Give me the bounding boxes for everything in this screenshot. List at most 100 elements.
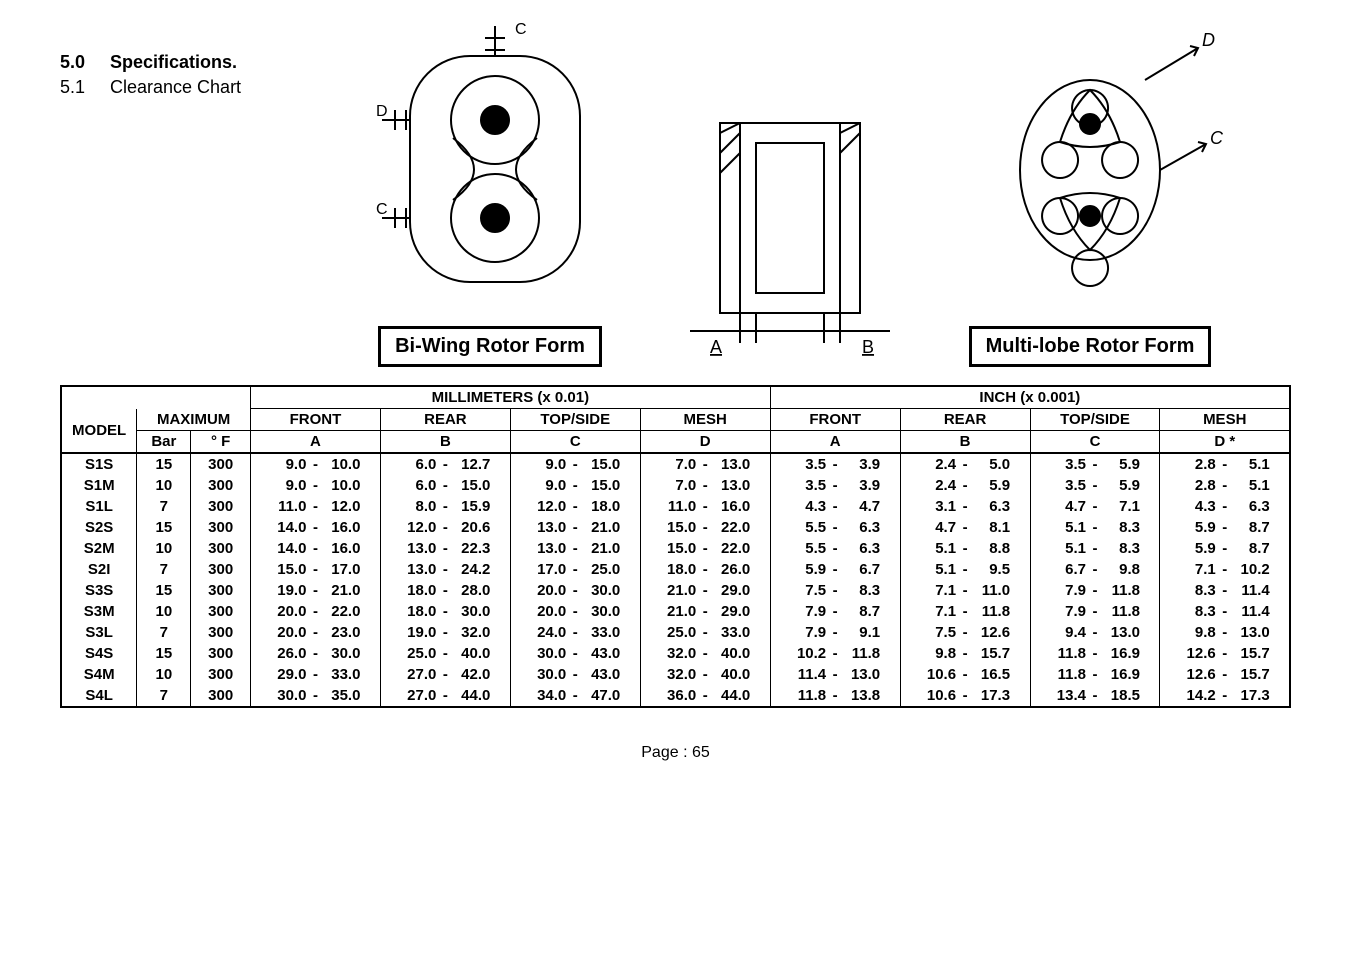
range-cell: 7.1-11.8: [900, 601, 1030, 622]
bar-cell: 15: [137, 517, 191, 538]
range-cell: 5.5-6.3: [770, 517, 900, 538]
header-in-front: FRONT: [770, 409, 900, 431]
range-cell: 9.0-15.0: [510, 475, 640, 496]
bar-cell: 10: [137, 601, 191, 622]
label-C-ml: C: [1210, 128, 1224, 148]
clearance-table-wrap: MILLIMETERS (x 0.01) INCH (x 0.001) MODE…: [60, 385, 1291, 708]
header-in-C: C: [1030, 431, 1160, 454]
range-cell: 2.8-5.1: [1160, 453, 1290, 475]
section-number-5.0: 5.0: [60, 52, 85, 72]
range-cell: 19.0-32.0: [380, 622, 510, 643]
header-mm: MILLIMETERS (x 0.01): [250, 386, 770, 409]
section-title-specifications: Specifications.: [110, 52, 237, 72]
range-cell: 7.9-11.8: [1030, 580, 1160, 601]
range-cell: 13.0-21.0: [510, 517, 640, 538]
range-cell: 7.1-10.2: [1160, 559, 1290, 580]
range-cell: 21.0-29.0: [640, 601, 770, 622]
range-cell: 34.0-47.0: [510, 685, 640, 707]
range-cell: 12.6-15.7: [1160, 664, 1290, 685]
range-cell: 9.0-10.0: [250, 453, 380, 475]
header-mm-D: D: [640, 431, 770, 454]
range-cell: 7.9-11.8: [1030, 601, 1160, 622]
degf-cell: 300: [191, 475, 251, 496]
model-cell: S3M: [61, 601, 137, 622]
range-cell: 12.0-18.0: [510, 496, 640, 517]
range-cell: 13.0-21.0: [510, 538, 640, 559]
model-cell: S4S: [61, 643, 137, 664]
range-cell: 10.6-16.5: [900, 664, 1030, 685]
label-C-2: C: [376, 201, 388, 218]
bar-cell: 15: [137, 453, 191, 475]
range-cell: 20.0-30.0: [510, 601, 640, 622]
range-cell: 12.0-20.6: [380, 517, 510, 538]
range-cell: 8.3-11.4: [1160, 580, 1290, 601]
range-cell: 3.5-3.9: [770, 475, 900, 496]
range-cell: 30.0-43.0: [510, 664, 640, 685]
range-cell: 5.9-8.7: [1160, 517, 1290, 538]
label-C: C: [515, 21, 527, 38]
table-row: S4L730030.0-35.027.0-44.034.0-47.036.0-4…: [61, 685, 1290, 707]
page: 5.0 Specifications. 5.1 Clearance Chart: [0, 0, 1351, 954]
range-cell: 13.0-24.2: [380, 559, 510, 580]
range-cell: 25.0-33.0: [640, 622, 770, 643]
range-cell: 3.5-5.9: [1030, 475, 1160, 496]
header-model: MODEL: [61, 409, 137, 454]
range-cell: 8.3-11.4: [1160, 601, 1290, 622]
bar-cell: 10: [137, 475, 191, 496]
header-inch: INCH (x 0.001): [770, 386, 1290, 409]
table-row: S2S1530014.0-16.012.0-20.613.0-21.015.0-…: [61, 517, 1290, 538]
bar-cell: 7: [137, 622, 191, 643]
range-cell: 11.8-13.8: [770, 685, 900, 707]
range-cell: 27.0-42.0: [380, 664, 510, 685]
range-cell: 30.0-35.0: [250, 685, 380, 707]
model-cell: S3L: [61, 622, 137, 643]
header-mm-B: B: [380, 431, 510, 454]
range-cell: 9.4-13.0: [1030, 622, 1160, 643]
range-cell: 6.0-15.0: [380, 475, 510, 496]
model-cell: S2M: [61, 538, 137, 559]
multi-lobe-diagram: D C Multi-lobe Rotor Form: [940, 20, 1240, 367]
table-row: S1M103009.0-10.06.0-15.09.0-15.07.0-13.0…: [61, 475, 1290, 496]
range-cell: 20.0-30.0: [510, 580, 640, 601]
model-cell: S4L: [61, 685, 137, 707]
header-in-B: B: [900, 431, 1030, 454]
bar-cell: 7: [137, 496, 191, 517]
section-title-clearance-chart: Clearance Chart: [110, 75, 241, 100]
range-cell: 29.0-33.0: [250, 664, 380, 685]
table-row: S4M1030029.0-33.027.0-42.030.0-43.032.0-…: [61, 664, 1290, 685]
bar-cell: 7: [137, 685, 191, 707]
range-cell: 9.0-10.0: [250, 475, 380, 496]
range-cell: 13.4-18.5: [1030, 685, 1160, 707]
degf-cell: 300: [191, 453, 251, 475]
range-cell: 15.0-22.0: [640, 517, 770, 538]
range-cell: 5.1-8.3: [1030, 517, 1160, 538]
range-cell: 11.0-16.0: [640, 496, 770, 517]
table-row: S2M1030014.0-16.013.0-22.313.0-21.015.0-…: [61, 538, 1290, 559]
table-body: S1S153009.0-10.06.0-12.79.0-15.07.0-13.0…: [61, 453, 1290, 707]
range-cell: 5.5-6.3: [770, 538, 900, 559]
range-cell: 9.8-15.7: [900, 643, 1030, 664]
range-cell: 21.0-29.0: [640, 580, 770, 601]
range-cell: 13.0-22.3: [380, 538, 510, 559]
range-cell: 2.8-5.1: [1160, 475, 1290, 496]
bi-wing-svg: C D C: [340, 20, 640, 320]
range-cell: 14.2-17.3: [1160, 685, 1290, 707]
table-row: S1L730011.0-12.08.0-15.912.0-18.011.0-16…: [61, 496, 1290, 517]
range-cell: 5.9-6.7: [770, 559, 900, 580]
header-in-rear: REAR: [900, 409, 1030, 431]
model-cell: S3S: [61, 580, 137, 601]
range-cell: 6.7-9.8: [1030, 559, 1160, 580]
range-cell: 3.5-3.9: [770, 453, 900, 475]
ab-svg: A B: [670, 67, 910, 367]
label-D: D: [376, 103, 388, 120]
top-row: 5.0 Specifications. 5.1 Clearance Chart: [60, 20, 1291, 367]
range-cell: 27.0-44.0: [380, 685, 510, 707]
range-cell: 7.9-9.1: [770, 622, 900, 643]
range-cell: 18.0-26.0: [640, 559, 770, 580]
range-cell: 26.0-30.0: [250, 643, 380, 664]
range-cell: 25.0-40.0: [380, 643, 510, 664]
range-cell: 8.0-15.9: [380, 496, 510, 517]
range-cell: 4.3-6.3: [1160, 496, 1290, 517]
range-cell: 11.0-12.0: [250, 496, 380, 517]
range-cell: 7.5-12.6: [900, 622, 1030, 643]
